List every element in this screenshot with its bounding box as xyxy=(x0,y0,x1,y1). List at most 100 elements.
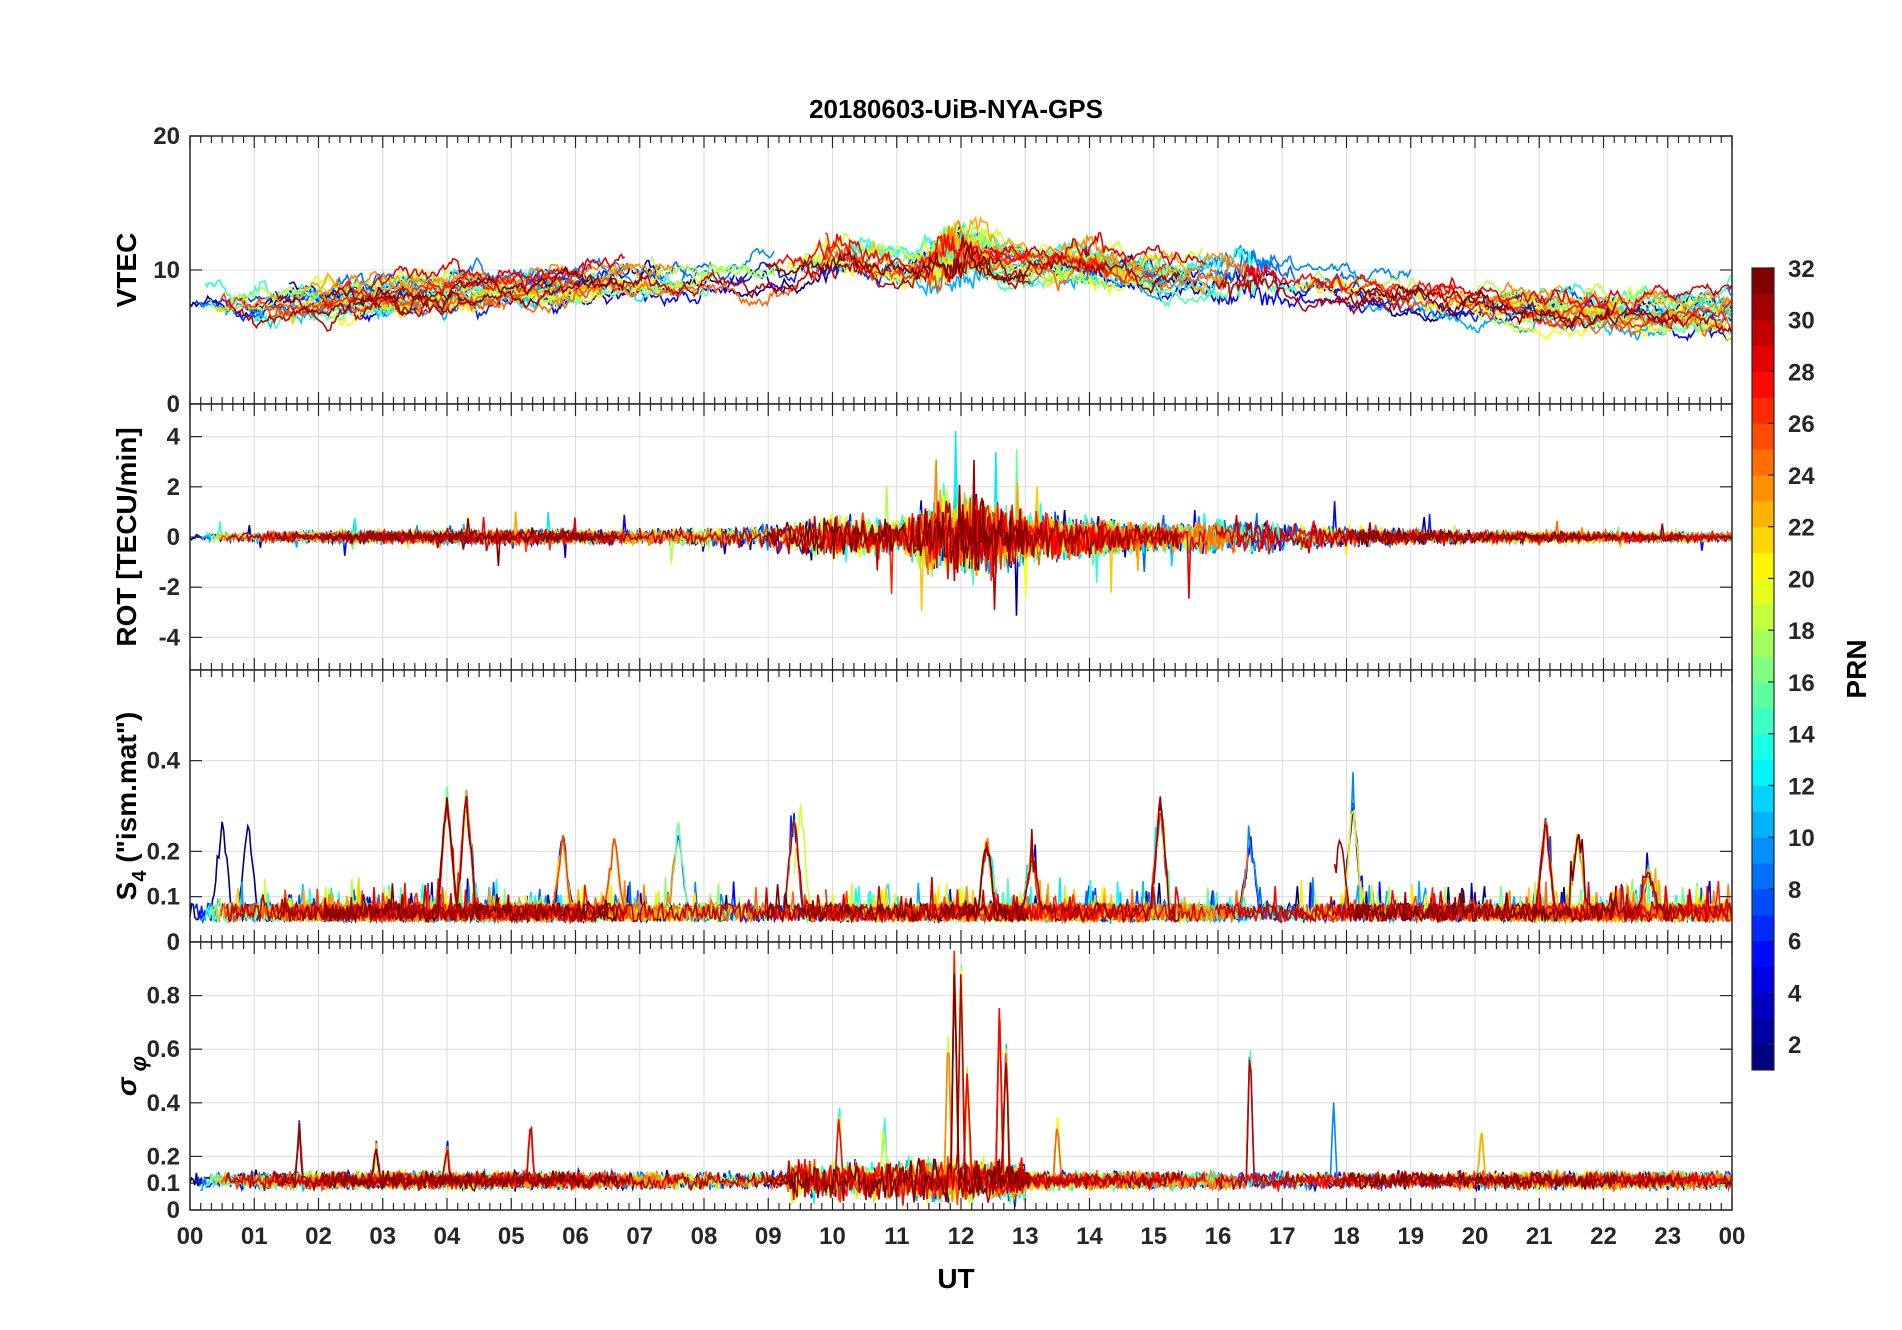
colorbar-tick-label: 2 xyxy=(1788,1032,1801,1059)
vtec-ylabel: VTEC xyxy=(111,233,142,308)
x-axis: 00 01 02 03 04 05 06 07 08 09 10 11 12 13 14 15 16 17 18 19… xyxy=(177,1223,1746,1250)
chart-title: 20180603-UiB-NYA-GPS xyxy=(809,94,1103,124)
colorbar-segment xyxy=(1752,966,1774,993)
sigma_phi-prn-31-line xyxy=(274,1122,643,1193)
x-tick-label: 09 xyxy=(755,1223,782,1250)
x-tick-label: 04 xyxy=(434,1223,461,1250)
vtec-prn-32-line xyxy=(765,247,1029,284)
sigma_phi-prn-30-line xyxy=(1624,1169,1732,1191)
colorbar-segment xyxy=(1752,474,1774,502)
colorbar-segment xyxy=(1752,630,1774,657)
x-tick-label: 16 xyxy=(1205,1223,1232,1250)
colorbar-segment xyxy=(1752,293,1774,321)
colorbar-segment xyxy=(1752,526,1774,554)
colorbar-segment xyxy=(1752,863,1774,890)
colorbar-segment xyxy=(1752,1044,1774,1071)
sigma_phi-ylabel: σ φ xyxy=(111,1056,151,1096)
colorbar-segment xyxy=(1752,785,1774,812)
vtec-prn-9-line xyxy=(1725,286,1732,296)
sigma_phi-prn-31-line xyxy=(1333,1170,1684,1190)
vtec-prn-30-line xyxy=(225,297,474,332)
colorbar-segment xyxy=(1752,449,1774,476)
x-tick-label: 11 xyxy=(884,1223,909,1250)
vtec-prn-32-line xyxy=(324,266,618,314)
vtec-prn-18-line xyxy=(209,270,449,314)
vtec-prn-28-line xyxy=(767,233,1110,276)
colorbar-tick-label: 24 xyxy=(1788,463,1815,490)
colorbar-tick-label: 20 xyxy=(1788,566,1815,593)
vtec-prn-14-line xyxy=(204,267,499,305)
s4-prn-27-line xyxy=(269,801,580,925)
vtec-prn-29-line xyxy=(989,232,1205,268)
rot-prn-32-line xyxy=(324,518,618,567)
x-tick-label: 00 xyxy=(1719,1223,1746,1250)
x-tick-label: 17 xyxy=(1269,1223,1296,1250)
colorbar-segment xyxy=(1752,940,1774,968)
vtec-ytick-label: 10 xyxy=(153,257,180,284)
colorbar-segment xyxy=(1752,992,1774,1019)
colorbar-label: PRN xyxy=(1841,639,1872,698)
colorbar-segment xyxy=(1752,888,1774,916)
colorbar-segment xyxy=(1752,552,1774,579)
sigma_phi-ytick-label: 0.1 xyxy=(147,1170,180,1197)
colorbar-tick-label: 14 xyxy=(1788,722,1815,749)
sigma_phi-series xyxy=(190,950,1732,1208)
vtec-ytick-label: 20 xyxy=(153,123,180,150)
rot-ytick-label: 0 xyxy=(167,524,180,551)
phi-subscript: φ xyxy=(126,1056,151,1078)
vtec-prn-16-line xyxy=(861,241,1213,297)
x-tick-label: 01 xyxy=(241,1223,268,1250)
colorbar-segment xyxy=(1752,681,1774,709)
colorbar-segment xyxy=(1752,371,1774,398)
colorbar-segment xyxy=(1752,759,1774,786)
colorbar-segment xyxy=(1752,733,1774,761)
colorbar-tick-label: 12 xyxy=(1788,773,1815,800)
vtec-prn-5-line xyxy=(337,269,786,323)
colorbar-segment xyxy=(1752,319,1774,347)
rot-prn-31-line xyxy=(957,459,1181,571)
s4-ytick-label: 0.4 xyxy=(147,748,181,775)
vtec-prn-25-line xyxy=(1025,257,1249,292)
rot-ytick-label: -4 xyxy=(159,624,181,651)
colorbar-segment xyxy=(1752,837,1774,864)
vtec-prn-27-line xyxy=(1387,279,1732,330)
sigma_phi-ytick-label: 0 xyxy=(167,1197,180,1224)
x-tick-label: 14 xyxy=(1076,1223,1103,1250)
sigma_phi-prn-32-line xyxy=(765,974,1029,1203)
vtec-panel: 0 10 20 VTEC xyxy=(111,123,1733,418)
x-tick-label: 08 xyxy=(691,1223,718,1250)
colorbar-segment xyxy=(1752,500,1774,528)
vtec-prn-31-line xyxy=(1334,288,1684,330)
sigma_phi-prn-32-line xyxy=(324,1148,619,1192)
colorbar-segment xyxy=(1752,423,1774,450)
s4-ytick-label: 0 xyxy=(167,929,180,956)
colorbar-tick-label: 22 xyxy=(1788,515,1815,542)
vtec-ytick-label: 0 xyxy=(167,391,180,418)
vtec-prn-32-line xyxy=(1354,283,1617,329)
rot-panel: -4 -2 0 2 4 ROT [TECU/min] xyxy=(111,403,1733,671)
colorbar-segment xyxy=(1752,397,1774,424)
colorbar-segment xyxy=(1752,604,1774,631)
x-tick-label: 19 xyxy=(1397,1223,1424,1250)
sigma_phi-prn-30-line xyxy=(638,974,1031,1203)
x-tick-label: 18 xyxy=(1333,1223,1360,1250)
s4-subscript: 4 xyxy=(129,870,151,882)
s4-label-rest: ("ism.mat") xyxy=(111,712,142,871)
sigma_phi-ytick-label: 0.6 xyxy=(147,1036,180,1063)
x-tick-label: 07 xyxy=(626,1223,653,1250)
vtec-prn-29-line xyxy=(1425,276,1732,315)
x-tick-label: 15 xyxy=(1140,1223,1167,1250)
vtec-prn-31-line xyxy=(274,273,643,318)
colorbar-segment xyxy=(1752,1018,1774,1045)
colorbar-tick-label: 32 xyxy=(1788,256,1815,283)
x-tick-label: 13 xyxy=(1012,1223,1039,1250)
s4-prn-32-line xyxy=(1354,834,1617,924)
rot-ytick-label: 2 xyxy=(167,474,180,501)
colorbar-segment xyxy=(1752,656,1774,683)
s4-prn-31-line xyxy=(1333,823,1684,924)
vtec-prn-30-line xyxy=(1214,274,1413,316)
x-tick-label: 10 xyxy=(819,1223,846,1250)
x-tick-label: 12 xyxy=(948,1223,975,1250)
s4-prn-31-line xyxy=(274,795,643,925)
